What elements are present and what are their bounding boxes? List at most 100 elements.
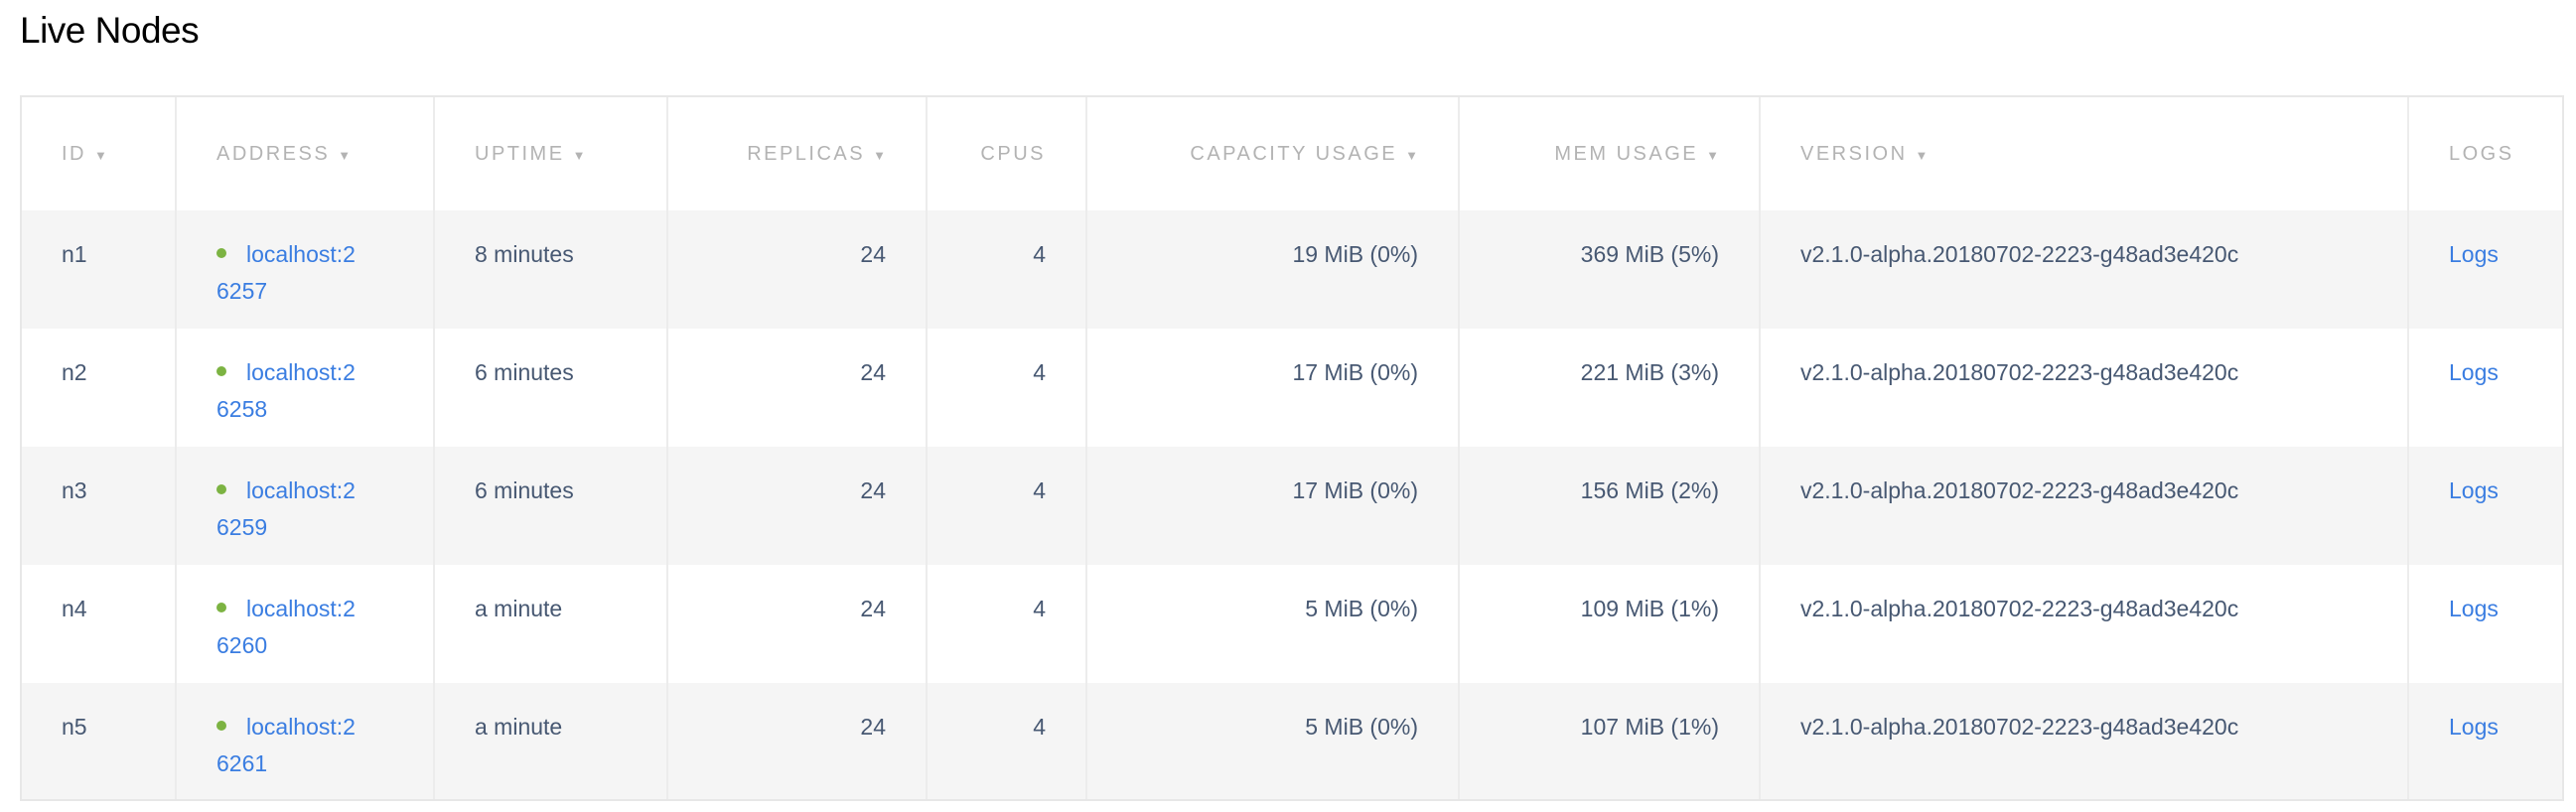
replicas-value: 24 [860,596,886,621]
cell-mem: 221 MiB (3%) [1459,329,1761,447]
cell-cpus: 4 [927,210,1087,329]
cell-logs: Logs [2408,447,2562,565]
mem-value: 221 MiB (3%) [1580,359,1719,385]
status-dot-icon [216,365,226,376]
cell-address: localhost:26257 [176,210,435,329]
column-header-id[interactable]: ID ▼ [22,97,177,210]
status-dot-icon [216,720,226,731]
page-title: Live Nodes [20,10,200,51]
logs-link[interactable]: Logs [2449,714,2499,740]
cpus-value: 4 [1033,596,1046,621]
cell-uptime: 6 minutes [434,447,668,565]
column-header-label: MEM USAGE [1554,142,1699,165]
cell-logs: Logs [2408,329,2562,447]
status-dot-icon [216,247,226,258]
uptime-value: a minute [475,714,563,740]
column-header-address[interactable]: ADDRESS ▼ [176,97,435,210]
cell-id: n4 [22,565,177,683]
column-header-version[interactable]: VERSION ▼ [1760,97,2409,210]
replicas-value: 24 [860,477,886,503]
cell-mem: 369 MiB (5%) [1459,210,1761,329]
cpus-value: 4 [1033,714,1046,740]
cell-replicas: 24 [667,447,928,565]
version-value: v2.1.0-alpha.20180702-2223-g48ad3e420c [1800,359,2239,385]
cell-cpus: 4 [927,447,1087,565]
version-value: v2.1.0-alpha.20180702-2223-g48ad3e420c [1800,596,2239,621]
node-address-link[interactable]: localhost:26257 [216,241,356,304]
column-header-mem-usage[interactable]: MEM USAGE ▼ [1459,97,1761,210]
cell-id: n1 [22,210,177,329]
cell-logs: Logs [2408,565,2562,683]
cell-version: v2.1.0-alpha.20180702-2223-g48ad3e420c [1760,447,2409,565]
cell-uptime: a minute [434,565,668,683]
id-value: n4 [62,596,87,621]
cell-logs: Logs [2408,683,2562,799]
logs-link[interactable]: Logs [2449,359,2499,385]
node-address-link[interactable]: localhost:26261 [216,714,356,776]
logs-link[interactable]: Logs [2449,596,2499,621]
sort-arrow-icon[interactable]: ▼ [1706,147,1719,163]
sort-arrow-icon[interactable]: ▼ [1405,147,1418,163]
status-dot-icon [216,483,226,494]
cell-id: n5 [22,683,177,799]
version-value: v2.1.0-alpha.20180702-2223-g48ad3e420c [1800,241,2239,267]
live-nodes-table: ID ▼ ADDRESS ▼ UPTIME ▼ REPLICAS ▼ CPUS CAPACITY … [20,95,2564,801]
cell-cpus: 4 [927,683,1087,799]
node-address-link[interactable]: localhost:26259 [216,477,356,540]
cell-capacity: 5 MiB (0%) [1086,565,1460,683]
address-cell: localhost:26260 [216,591,365,664]
id-value: n1 [62,241,87,267]
id-value: n5 [62,714,87,740]
cell-address: localhost:26258 [176,329,435,447]
column-header-uptime[interactable]: UPTIME ▼ [434,97,668,210]
capacity-value: 17 MiB (0%) [1292,477,1418,503]
address-cell: localhost:26261 [216,709,365,782]
address-cell: localhost:26257 [216,236,365,310]
cell-id: n3 [22,447,177,565]
cell-logs: Logs [2408,210,2562,329]
column-header-replicas[interactable]: REPLICAS ▼ [667,97,928,210]
column-header-label: REPLICAS [747,142,866,165]
table-row: n4 localhost:26260 a minute 24 4 5 MiB (0%) 10… [22,565,2562,683]
cell-mem: 109 MiB (1%) [1459,565,1761,683]
capacity-value: 17 MiB (0%) [1292,359,1418,385]
cell-address: localhost:26259 [176,447,435,565]
cell-cpus: 4 [927,329,1087,447]
cell-capacity: 17 MiB (0%) [1086,329,1460,447]
cell-version: v2.1.0-alpha.20180702-2223-g48ad3e420c [1760,683,2409,799]
node-address-link[interactable]: localhost:26258 [216,359,356,422]
sort-arrow-icon[interactable]: ▼ [1915,147,1929,163]
cpus-value: 4 [1033,359,1046,385]
cpus-value: 4 [1033,241,1046,267]
id-value: n3 [62,477,87,503]
sort-arrow-icon[interactable]: ▼ [873,147,886,163]
cell-version: v2.1.0-alpha.20180702-2223-g48ad3e420c [1760,329,2409,447]
logs-link[interactable]: Logs [2449,477,2499,503]
cell-capacity: 5 MiB (0%) [1086,683,1460,799]
uptime-value: 6 minutes [475,359,574,385]
id-value: n2 [62,359,87,385]
uptime-value: 6 minutes [475,477,574,503]
address-cell: localhost:26259 [216,473,365,546]
cell-address: localhost:26261 [176,683,435,799]
replicas-value: 24 [860,714,886,740]
column-header-label: ADDRESS [216,142,331,165]
column-header-logs: LOGS [2408,97,2562,210]
sort-arrow-icon[interactable]: ▼ [338,147,352,163]
column-header-cpus: CPUS [927,97,1087,210]
cpus-value: 4 [1033,477,1046,503]
cell-address: localhost:26260 [176,565,435,683]
mem-value: 107 MiB (1%) [1580,714,1719,740]
node-address-link[interactable]: localhost:26260 [216,596,356,658]
sort-arrow-icon[interactable]: ▼ [572,147,586,163]
column-header-capacity-usage[interactable]: CAPACITY USAGE ▼ [1086,97,1460,210]
sort-arrow-icon[interactable]: ▼ [94,147,107,163]
cell-replicas: 24 [667,683,928,799]
column-header-label: LOGS [2449,142,2514,165]
column-header-label: ID [62,142,86,165]
cell-replicas: 24 [667,210,928,329]
cell-uptime: 8 minutes [434,210,668,329]
logs-link[interactable]: Logs [2449,241,2499,267]
cell-cpus: 4 [927,565,1087,683]
status-dot-icon [216,602,226,612]
